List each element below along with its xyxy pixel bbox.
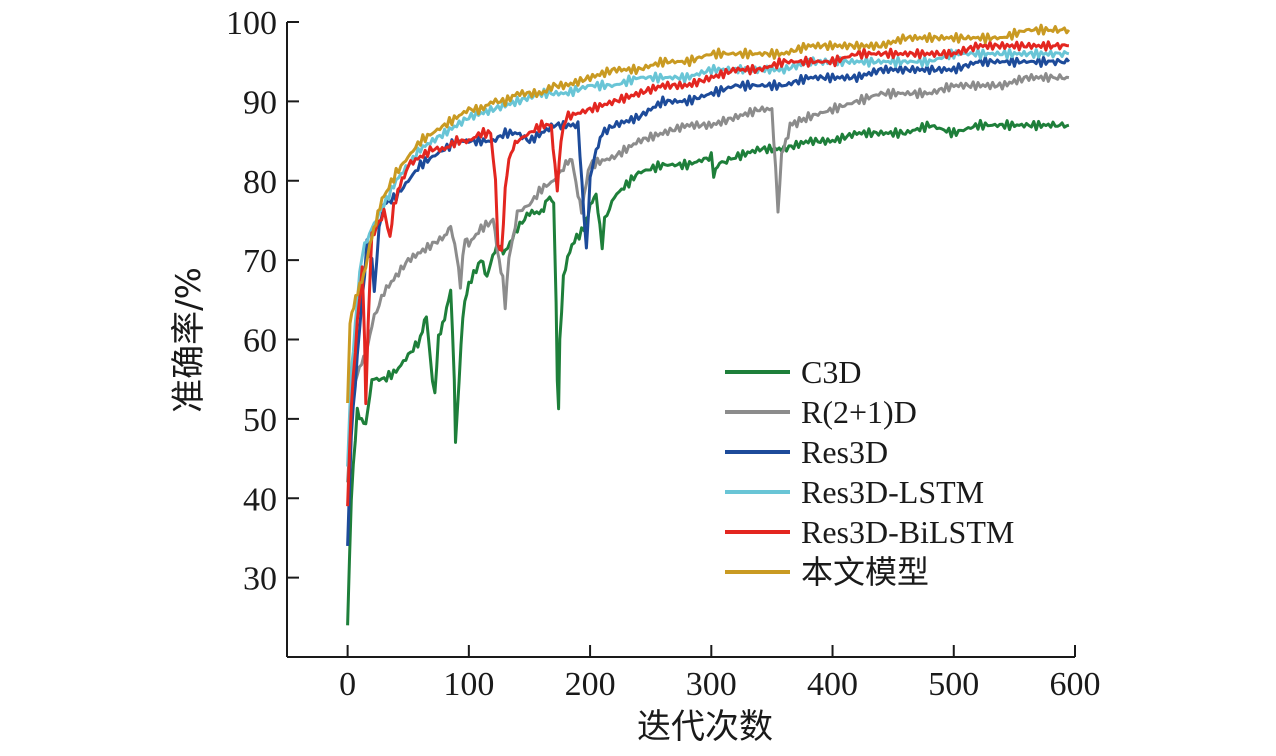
legend: C3D R(2+1)D Res3D Res3D-LSTM Res3D-BiLSTM本文模… xyxy=(725,354,1014,591)
y-axis-title: 准确率/% xyxy=(169,267,209,413)
legend-label: Res3D-LSTM xyxy=(801,474,984,510)
x-tick-label: 300 xyxy=(686,666,737,703)
legend-label: R(2+1)D xyxy=(801,394,917,430)
y-tick-label: 70 xyxy=(243,243,277,280)
x-tick-label: 200 xyxy=(565,666,616,703)
x-tick-label: 600 xyxy=(1050,666,1101,703)
y-tick-label: 80 xyxy=(243,164,277,201)
x-tick-label: 0 xyxy=(339,666,356,703)
y-tick-label: 30 xyxy=(243,561,277,598)
y-tick-label: 40 xyxy=(243,481,277,518)
series-line xyxy=(346,48,1070,467)
y-tick-label: 60 xyxy=(243,323,277,360)
series-line xyxy=(346,40,1070,507)
series-layer xyxy=(346,23,1071,626)
series-line xyxy=(346,118,1070,626)
legend-label: C3D xyxy=(801,354,861,390)
y-ticks: 30 40 50 60 70 80 90 100 xyxy=(226,5,299,598)
legend-label: Res3D-BiLSTM xyxy=(801,514,1014,550)
y-tick-label: 100 xyxy=(226,5,277,42)
y-tick-label: 90 xyxy=(243,84,277,121)
x-tick-label: 400 xyxy=(807,666,858,703)
x-tick-label: 500 xyxy=(928,666,979,703)
x-axis-title: 迭代次数 xyxy=(637,707,773,747)
legend-label: 本文模型 xyxy=(801,553,929,591)
axes xyxy=(286,22,1075,658)
series-line xyxy=(346,23,1071,404)
series-line xyxy=(346,72,1070,483)
legend-label: Res3D xyxy=(801,434,888,470)
x-ticks: 0 100 200 300 400 500 600 xyxy=(339,645,1101,703)
x-tick-label: 100 xyxy=(443,666,494,703)
y-tick-label: 50 xyxy=(243,402,277,439)
